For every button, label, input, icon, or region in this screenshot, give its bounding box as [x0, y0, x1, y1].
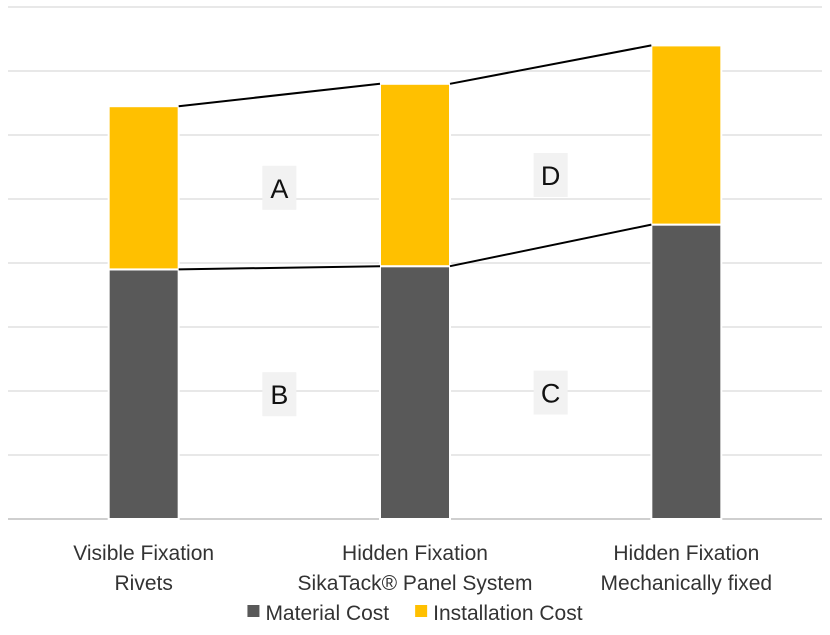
bar-segment-material-cost: [107, 268, 180, 520]
bar-segment-material-cost: [650, 223, 723, 520]
x-tick-label: Visible Fixation: [73, 542, 214, 565]
legend-label-installation-cost: Installation Cost: [433, 602, 583, 625]
region-label-b: B: [270, 380, 288, 410]
x-tick-label: Hidden Fixation: [613, 542, 759, 565]
x-tick-label: Hidden Fixation: [342, 542, 488, 565]
x-tick-label: Rivets: [114, 572, 172, 595]
connector-lines: [178, 44, 652, 271]
region-label-d: D: [541, 161, 561, 191]
x-tick-label: Mechanically fixed: [601, 572, 773, 595]
x-tick-label: SikaTack® Panel System: [298, 572, 533, 595]
connector-line: [178, 82, 381, 108]
bar-segment-material-cost: [379, 265, 451, 521]
legend: Material Cost Installation Cost: [247, 602, 583, 625]
region-label-a: A: [270, 174, 288, 204]
region-label-box: [262, 372, 297, 417]
connector-line: [178, 265, 381, 271]
region-labels: A B D C: [262, 153, 568, 417]
x-axis: Visible Fixation Rivets Hidden Fixation Sik…: [73, 542, 772, 595]
region-label-c: C: [541, 379, 561, 409]
region-label-box: [533, 153, 568, 197]
connector-line: [449, 223, 652, 268]
region-label-box: [533, 370, 568, 415]
bar-segment-installation-cost: [650, 44, 723, 226]
bar-segment-installation-cost: [107, 105, 180, 271]
legend-label-material-cost: Material Cost: [265, 602, 389, 625]
bars: [107, 44, 723, 521]
connector-line: [449, 44, 652, 85]
legend-swatch-material-cost: [247, 605, 260, 617]
legend-swatch-installation-cost: [415, 605, 428, 617]
bar-segment-installation-cost: [379, 82, 451, 268]
region-label-box: [262, 165, 297, 210]
